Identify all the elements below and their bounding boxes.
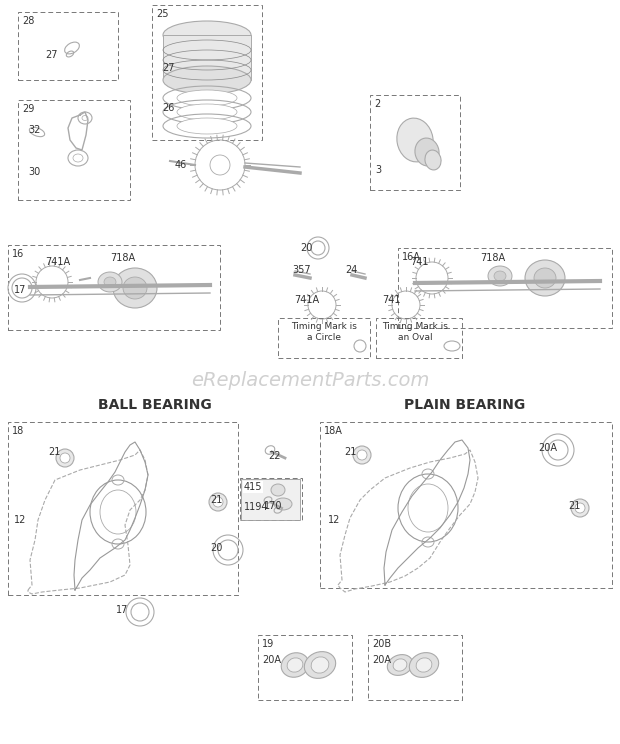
Text: 3: 3 [375,165,381,175]
Text: 22: 22 [268,451,280,461]
Text: 20B: 20B [372,639,391,649]
Text: 24: 24 [345,265,357,275]
Ellipse shape [177,118,237,134]
Text: 415: 415 [244,482,262,492]
Ellipse shape [388,655,413,676]
Text: 32: 32 [28,125,40,135]
Bar [240,478,302,520]
Text: 357: 357 [292,265,311,275]
Text: 21: 21 [48,447,60,457]
Bar [18,100,130,200]
Ellipse shape [571,499,589,517]
Text: 25: 25 [156,9,169,19]
Text: 21: 21 [344,447,356,457]
Text: 27: 27 [45,50,58,60]
Ellipse shape [213,497,223,507]
Ellipse shape [56,449,74,467]
Text: 30: 30 [28,167,40,177]
Bar [368,635,462,700]
Text: 27: 27 [162,63,174,73]
Text: 741A: 741A [45,257,70,267]
Text: 20: 20 [210,543,223,553]
Ellipse shape [357,450,367,460]
Text: 26: 26 [162,103,174,113]
Bar [8,245,220,330]
Bar [376,318,462,358]
Text: PLAIN BEARING: PLAIN BEARING [404,398,526,412]
Text: BALL BEARING: BALL BEARING [98,398,212,412]
Ellipse shape [271,484,285,496]
Ellipse shape [113,268,157,308]
Text: 718A: 718A [110,253,135,263]
Ellipse shape [104,277,116,287]
Ellipse shape [397,118,433,162]
Ellipse shape [415,138,439,166]
Ellipse shape [281,652,309,677]
Bar [258,635,352,700]
Text: 20A: 20A [538,443,557,453]
Text: 20A: 20A [372,655,391,665]
Bar [8,422,238,595]
Text: 21: 21 [568,501,580,511]
Ellipse shape [163,21,251,49]
Text: 741A: 741A [294,295,319,305]
Ellipse shape [163,66,251,94]
Bar [163,35,251,80]
Ellipse shape [494,271,506,281]
Ellipse shape [274,498,292,510]
Text: 1194: 1194 [244,502,268,512]
Text: 17: 17 [14,285,27,295]
Bar [152,5,262,140]
Text: 741: 741 [410,257,428,267]
Ellipse shape [177,104,237,120]
Ellipse shape [425,150,441,170]
Ellipse shape [209,493,227,511]
Text: Timing Mark is
an Oval: Timing Mark is an Oval [382,322,448,341]
Text: eReplacementParts.com: eReplacementParts.com [191,371,429,390]
Ellipse shape [60,453,70,463]
Bar [320,422,612,588]
Ellipse shape [534,268,556,288]
Text: 21: 21 [210,495,223,505]
Text: 16: 16 [12,249,24,259]
Ellipse shape [287,658,303,672]
Ellipse shape [488,266,512,286]
Ellipse shape [123,277,147,299]
Ellipse shape [416,658,432,672]
Text: 741: 741 [382,295,401,305]
Ellipse shape [353,446,371,464]
Text: 12: 12 [328,515,340,525]
Text: 718A: 718A [480,253,505,263]
Bar [18,12,118,80]
Bar [398,248,612,328]
Text: 46: 46 [175,160,187,170]
Ellipse shape [393,659,407,671]
Bar [278,318,370,358]
Ellipse shape [98,272,122,292]
Text: Timing Mark is
a Circle: Timing Mark is a Circle [291,322,357,341]
Text: 2: 2 [374,99,380,109]
Ellipse shape [575,503,585,513]
Text: 20A: 20A [262,655,281,665]
Text: 170: 170 [264,501,283,511]
Ellipse shape [525,260,565,296]
Text: 12: 12 [14,515,27,525]
Text: 20: 20 [300,243,312,253]
Bar [370,95,460,190]
Text: 19: 19 [262,639,274,649]
Ellipse shape [409,652,439,677]
Text: 16A: 16A [402,252,421,262]
Ellipse shape [311,657,329,673]
Bar [241,479,300,520]
Ellipse shape [177,90,237,106]
Text: 28: 28 [22,16,34,26]
Text: 17: 17 [116,605,128,615]
Text: 18: 18 [12,426,24,436]
Text: 18A: 18A [324,426,343,436]
Ellipse shape [304,652,335,679]
Text: 29: 29 [22,104,34,114]
